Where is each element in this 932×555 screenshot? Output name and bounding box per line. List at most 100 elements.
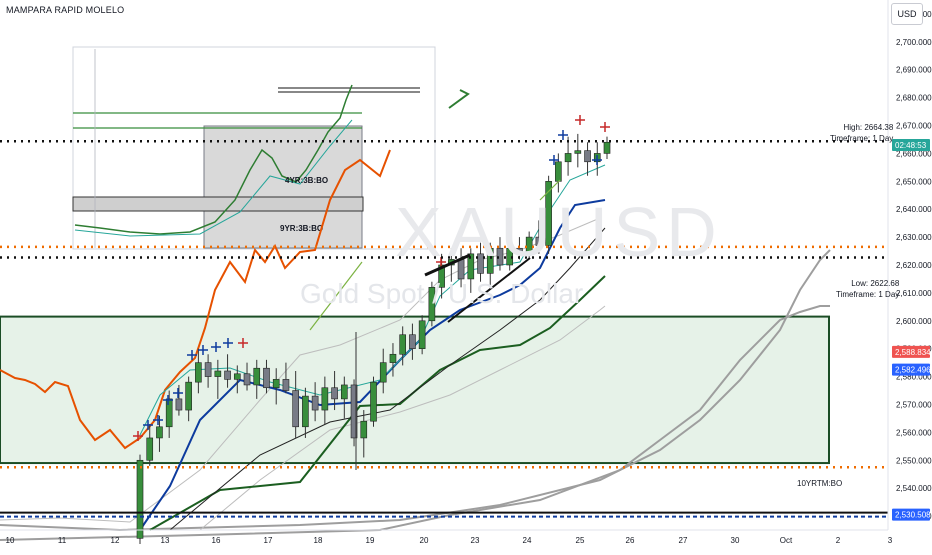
candle-body [165, 398, 173, 428]
price-tick-label: 2,670.000 [896, 122, 932, 131]
low-note: Low: 2622.68 Timeframe: 1 Day [836, 278, 899, 300]
time-tick-label: 23 [471, 536, 480, 545]
price-tag-label: 2,582.496 [895, 366, 931, 375]
price-tag [892, 345, 930, 358]
candle-body [136, 459, 144, 539]
diag-green [309, 261, 363, 331]
time-tick-label: 16 [212, 536, 221, 545]
candle-body [214, 370, 222, 377]
orange-line [0, 149, 391, 450]
time-tick-label: 11 [58, 536, 67, 545]
time-tick-label: 27 [679, 536, 688, 545]
price-tag [892, 508, 930, 521]
inset-band [72, 196, 364, 212]
price-tick-label: 2,680.000 [896, 94, 932, 103]
candle-body [243, 373, 251, 386]
candle-body [233, 373, 241, 380]
chart-title: MAMPARA RAPID MOLELO [6, 5, 125, 15]
candle-body [370, 381, 377, 422]
time-tick-label: 2 [836, 536, 841, 545]
diag-green-2 [539, 179, 561, 201]
time-tick-label: 20 [420, 536, 429, 545]
price-tick-label: 2,600.000 [896, 317, 932, 326]
price-tag-label: 2,588.834 [895, 348, 931, 357]
high-timeframe: Timeframe: 1 Day [830, 134, 894, 143]
candle-body [224, 370, 231, 380]
candle-body [292, 390, 299, 428]
candle-body [302, 395, 309, 428]
price-tick-label: 2,650.000 [896, 177, 932, 186]
candle-body [331, 387, 338, 400]
candle-body [204, 362, 212, 377]
inset-ma-line [74, 119, 353, 237]
candle-body [564, 153, 572, 163]
price-tick-label: 2,570.000 [896, 400, 932, 409]
time-tick-label: 24 [523, 536, 532, 545]
time-tick-label: 19 [366, 536, 375, 545]
inset-price-line [74, 84, 353, 235]
candle-body [603, 141, 611, 154]
candle-body [253, 367, 261, 386]
time-tick-label: Oct [780, 536, 793, 545]
high-label: High: 2664.38 [843, 123, 894, 132]
candle-body [409, 334, 416, 349]
price-tag [892, 363, 930, 376]
time-tick-label: 10 [6, 536, 15, 545]
price-tag-label: 2,530.508 [895, 511, 931, 520]
candle-body [496, 247, 504, 266]
time-tick-label: 18 [314, 536, 323, 545]
cloud-line-a [0, 249, 831, 532]
candle-body [185, 381, 192, 411]
time-tick-label: 17 [264, 536, 273, 545]
watermark-name: Gold Spot / U.S. Dollar [300, 278, 584, 309]
price-tick-label: 2,640.000 [896, 205, 932, 214]
candle-body [379, 362, 387, 383]
candle-body [146, 437, 154, 461]
candle-body [574, 150, 582, 154]
inset-label: 9YR:3B:BO [280, 224, 323, 233]
price-tick-label: 2,610.000 [896, 289, 932, 298]
band-lower [199, 305, 606, 531]
watermark-symbol: XAUUSD [395, 193, 723, 271]
time-tick-label: 25 [576, 536, 585, 545]
candle-body [477, 253, 484, 274]
price-tick-label: 2,620.000 [896, 261, 932, 270]
low-label: Low: 2622.68 [851, 279, 900, 288]
high-note: High: 2664.38 Timeframe: 1 Day [830, 122, 893, 144]
candle-body [584, 150, 591, 163]
candle-body [545, 181, 552, 246]
black-line [169, 227, 606, 531]
currency-button[interactable]: USD [891, 3, 923, 25]
candle-body [282, 379, 290, 391]
low-timeframe: Timeframe: 1 Day [836, 290, 900, 299]
candle-body [350, 384, 358, 439]
time-tick-label: 3 [888, 536, 893, 545]
candle-body [321, 387, 329, 411]
candle-body [272, 379, 280, 389]
candle-body [486, 247, 494, 274]
candle-body [555, 161, 562, 182]
price-tick-label: 2,540.000 [896, 484, 932, 493]
price-tick-label: 2,630.000 [896, 233, 932, 242]
trendline-lower [447, 257, 531, 323]
candle-body [156, 426, 163, 439]
price-tick-label: 2,690.000 [896, 66, 932, 75]
inset-arrow [448, 89, 470, 109]
candle-body [428, 287, 436, 322]
price-tag-label: 02:48:53 [895, 141, 927, 150]
candle-body [340, 384, 348, 400]
candle-body [175, 398, 183, 411]
candle-body [467, 253, 475, 280]
time-tick-label: 13 [161, 536, 170, 545]
price-tick-label: 2,560.000 [896, 428, 932, 437]
candle-body [418, 320, 426, 349]
candle-body [516, 247, 523, 255]
candle-body [360, 420, 368, 439]
candle-body [525, 236, 533, 255]
price-tick-label: 2,660.000 [896, 149, 932, 158]
price-tag [892, 139, 930, 152]
candle-body [311, 395, 319, 411]
price-tick-label: 2,700.000 [896, 38, 932, 47]
